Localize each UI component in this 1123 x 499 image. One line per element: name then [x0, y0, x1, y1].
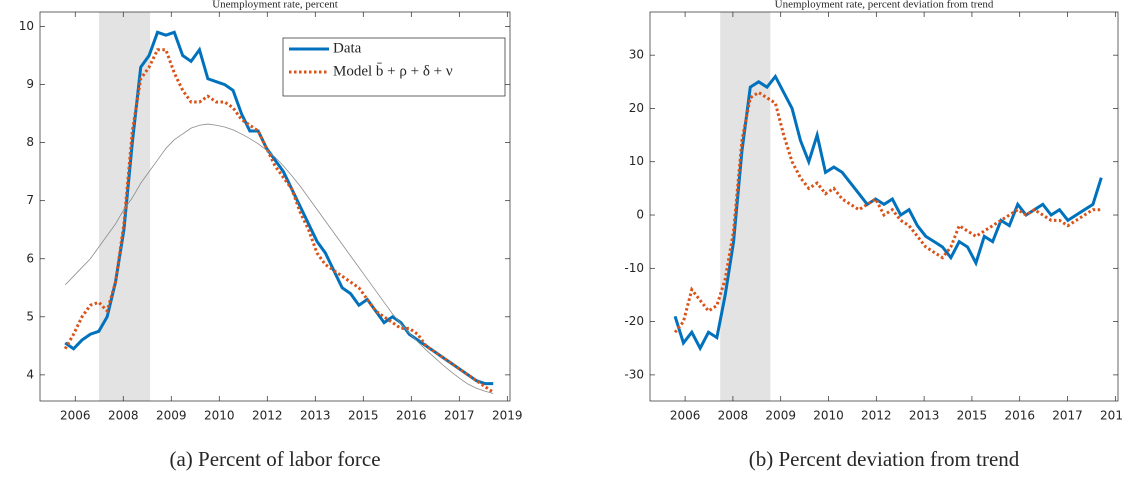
- y-tick-label: 4: [26, 367, 34, 381]
- x-tick-label: 2013: [909, 409, 940, 423]
- x-tick-label: 2015: [348, 409, 379, 423]
- x-tick-label: 2012: [252, 409, 283, 423]
- caption: (b) Percent deviation from trend: [749, 447, 1020, 471]
- x-tick-label: 2010: [813, 409, 844, 423]
- data-line: [63, 48, 495, 394]
- y-tick-label: -20: [624, 314, 644, 328]
- data-line: [64, 123, 494, 394]
- x-tick-label: 2016: [1004, 409, 1035, 423]
- x-tick-label: 2006: [60, 409, 91, 423]
- x-tick-label: 2008: [108, 409, 139, 423]
- axes-box: [649, 11, 1119, 402]
- y-tick-label: 0: [636, 208, 644, 222]
- y-tick-label: 7: [26, 193, 34, 207]
- x-tick-label: 2008: [718, 409, 749, 423]
- x-tick-label: 2010: [204, 409, 235, 423]
- x-tick-label: 2015: [957, 409, 988, 423]
- data-line: [673, 90, 1102, 334]
- y-tick-label: 9: [26, 77, 34, 91]
- shaded-region: [720, 12, 771, 401]
- x-tick-label: 2006: [670, 409, 701, 423]
- y-tick-label: 20: [629, 101, 644, 115]
- x-tick-label: 2013: [300, 409, 331, 423]
- chart-title: Unemployment rate, percent deviation fro…: [775, 0, 994, 11]
- y-tick-label: 5: [26, 309, 34, 323]
- y-tick-label: 8: [26, 135, 34, 149]
- x-tick-label: 2017: [444, 409, 475, 423]
- y-tick-label: 6: [26, 251, 34, 265]
- x-tick-label: 2019: [1100, 409, 1123, 423]
- legend-label: Model b̄ + ρ + δ + ν: [333, 63, 453, 79]
- y-tick-label: -10: [624, 261, 644, 275]
- y-tick-label: -30: [624, 367, 644, 381]
- x-tick-label: 2012: [861, 409, 892, 423]
- chart-title: Unemployment rate, percent: [212, 0, 338, 11]
- y-tick-label: 10: [629, 154, 644, 168]
- y-tick-label: 30: [629, 48, 644, 62]
- legend-label: Data: [333, 40, 362, 56]
- caption: (a) Percent of labor force: [169, 447, 380, 471]
- x-tick-label: 2009: [765, 409, 796, 423]
- x-tick-label: 2016: [396, 409, 427, 423]
- shaded-region: [99, 12, 151, 401]
- x-tick-label: 2019: [492, 409, 523, 423]
- axes-box: [39, 11, 511, 402]
- y-tick-label: 10: [19, 19, 34, 33]
- x-tick-label: 2009: [156, 409, 187, 423]
- x-tick-label: 2017: [1052, 409, 1083, 423]
